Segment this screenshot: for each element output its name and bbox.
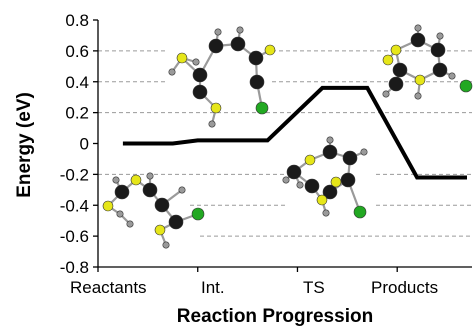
molecule-atom — [414, 74, 426, 86]
x-axis-title: Reaction Progression — [177, 306, 373, 326]
molecule-atom — [154, 224, 166, 236]
molecule-atom — [116, 210, 124, 218]
molecule-atom — [326, 136, 334, 144]
molecule-atom — [192, 84, 208, 100]
molecule-atom — [392, 62, 408, 78]
molecule-atom — [264, 44, 276, 56]
molecule-atom — [112, 176, 120, 184]
molecule-atom — [154, 197, 170, 213]
molecule-atom — [210, 102, 222, 114]
y-tick-label: 0.8 — [65, 11, 89, 30]
molecule-atom — [342, 150, 358, 166]
y-axis-title: Energy (eV) — [14, 92, 35, 198]
molecule-atom — [208, 120, 216, 128]
molecule-atom — [304, 178, 320, 194]
molecule-atom — [448, 72, 456, 80]
y-tick-label: 0 — [80, 135, 89, 154]
molecule-atom — [168, 214, 184, 230]
molecule-atom — [304, 154, 316, 166]
molecule-atom — [414, 24, 422, 32]
molecule-atom — [126, 220, 134, 228]
molecule-atom — [146, 172, 154, 180]
molecule-atom — [360, 148, 368, 156]
y-tick-label: 0.2 — [65, 104, 89, 123]
molecule-images — [102, 24, 473, 249]
molecule-atom — [388, 76, 404, 92]
molecule-atom — [459, 79, 473, 93]
series-group — [122, 85, 467, 180]
ts-molecule-icon — [282, 136, 368, 219]
molecule-atom — [102, 200, 114, 212]
energy-profile-line — [122, 85, 467, 180]
molecule-atom — [168, 68, 176, 76]
molecule-atom — [248, 50, 264, 66]
molecule-atom — [191, 207, 205, 221]
molecule-atom — [353, 205, 367, 219]
molecule-atom — [178, 186, 186, 194]
molecule-atom — [340, 172, 356, 188]
molecule-atom — [382, 90, 390, 98]
y-tick-label: -0.6 — [60, 227, 89, 246]
y-tick-label: -0.8 — [60, 258, 89, 277]
molecule-atom — [249, 74, 265, 90]
molecule-atom — [430, 42, 446, 58]
molecule-atom — [214, 28, 222, 36]
molecule-atom — [142, 182, 158, 198]
grid-lines — [98, 50, 472, 237]
molecule-atom — [322, 144, 338, 160]
molecule-atom — [432, 62, 448, 78]
y-tick-label: 0.6 — [65, 42, 89, 61]
molecule-atom — [322, 184, 338, 200]
molecule-atom — [176, 52, 188, 64]
molecule-atom — [390, 44, 402, 56]
molecule-atom — [192, 67, 208, 83]
molecule-atom — [208, 38, 224, 54]
molecule-atom — [236, 26, 244, 34]
intermediate-molecule-icon — [168, 26, 276, 128]
molecule-atom — [282, 176, 290, 184]
molecule-atom — [296, 181, 304, 189]
x-tick-label: Int. — [201, 278, 225, 297]
molecule-atom — [130, 174, 142, 186]
molecule-atom — [436, 32, 444, 40]
x-tick-label: TS — [303, 278, 325, 297]
products-molecule-icon — [382, 24, 473, 100]
y-tick-label: 0.4 — [65, 73, 89, 92]
molecule-atom — [114, 184, 130, 200]
reactants-molecule-icon — [102, 172, 205, 249]
y-tick-label: -0.2 — [60, 165, 89, 184]
molecule-atom — [230, 36, 246, 52]
molecule-atom — [192, 58, 200, 66]
molecule-atom — [286, 164, 302, 180]
x-tick-label: Products — [371, 278, 438, 297]
molecule-atom — [382, 54, 394, 66]
axes: -0.8 -0.6 -0.4 -0.2 0 0.2 0.4 0.6 0.8 Reactants In… — [60, 11, 472, 297]
molecule-atom — [414, 92, 422, 100]
molecule-atom — [316, 194, 328, 206]
molecule-atom — [162, 241, 170, 249]
molecule-atom — [410, 32, 426, 48]
molecule-atom — [330, 176, 342, 188]
x-tick-label: Reactants — [70, 278, 147, 297]
y-tick-label: -0.4 — [60, 196, 89, 215]
molecule-atom — [322, 209, 330, 217]
molecule-atom — [255, 101, 269, 115]
